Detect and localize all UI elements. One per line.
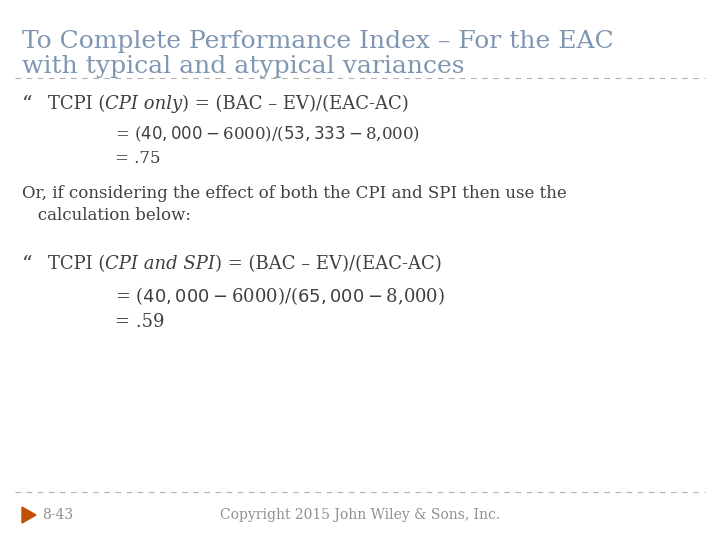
Text: ) = (BAC – EV)/(EAC-AC): ) = (BAC – EV)/(EAC-AC)	[182, 95, 409, 113]
Text: CPI only: CPI only	[105, 95, 182, 113]
Text: CPI and SPI: CPI and SPI	[105, 255, 215, 273]
Text: = ($40,000 - $6000)/($65,000 - $8,000): = ($40,000 - $6000)/($65,000 - $8,000)	[115, 285, 445, 307]
Text: “: “	[22, 255, 32, 274]
Text: “: “	[22, 95, 32, 114]
Text: ) = (BAC – EV)/(EAC-AC): ) = (BAC – EV)/(EAC-AC)	[215, 255, 442, 273]
Text: = .59: = .59	[115, 313, 164, 331]
Text: with typical and atypical variances: with typical and atypical variances	[22, 55, 464, 78]
Text: 8-43: 8-43	[42, 508, 73, 522]
Text: Or, if considering the effect of both the CPI and SPI then use the: Or, if considering the effect of both th…	[22, 185, 567, 202]
Polygon shape	[22, 507, 36, 523]
Text: calculation below:: calculation below:	[22, 207, 191, 224]
Text: Copyright 2015 John Wiley & Sons, Inc.: Copyright 2015 John Wiley & Sons, Inc.	[220, 508, 500, 522]
Text: To Complete Performance Index – For the EAC: To Complete Performance Index – For the …	[22, 30, 613, 53]
Text: TCPI (: TCPI (	[48, 95, 105, 113]
Text: = .75: = .75	[115, 150, 161, 167]
Text: TCPI (: TCPI (	[48, 255, 105, 273]
Text: = ($40,000 - $6000)/($53,333 - $8,000): = ($40,000 - $6000)/($53,333 - $8,000)	[115, 125, 420, 144]
